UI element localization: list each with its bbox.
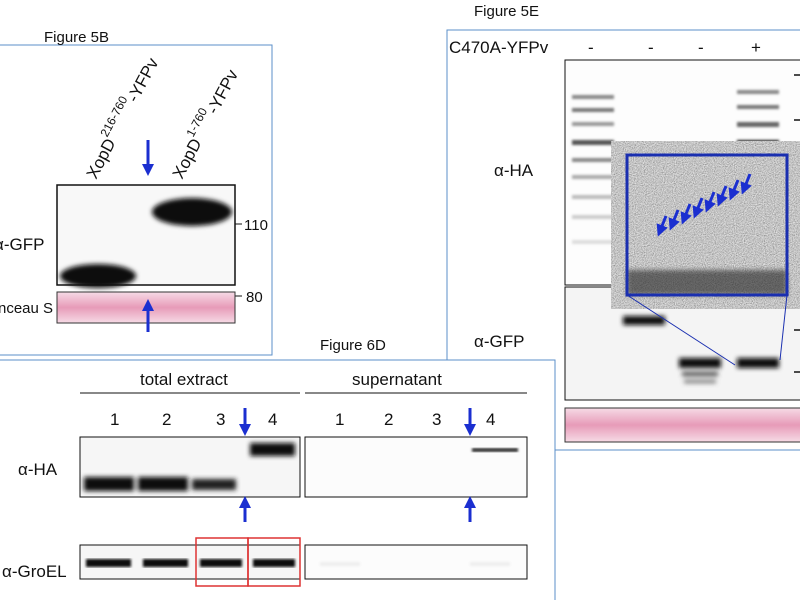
lane-number: 2 xyxy=(384,410,393,429)
lane-sign: - xyxy=(588,38,594,57)
lane-number: 2 xyxy=(162,410,171,429)
antibody-label: α-HA xyxy=(18,460,58,479)
lane-number: 1 xyxy=(335,410,344,429)
figure-5e: Figure 5E C470A-YFPv - - - + α-HA α-GFP xyxy=(446,3,800,451)
lane-number: 4 xyxy=(486,410,495,429)
ha-smear xyxy=(572,90,779,244)
ha-bands xyxy=(84,443,295,491)
antibody-label: α-HA xyxy=(494,161,534,180)
highlight-box xyxy=(247,537,301,587)
groel-bands xyxy=(86,559,510,567)
stain-label: nceau S xyxy=(0,300,53,317)
construct-label: C470A-YFPv xyxy=(449,38,549,57)
figure-5b: Figure 5B XopD216-760-YFPv XopD1-760-YFP… xyxy=(0,29,273,356)
inset-frame xyxy=(625,153,789,297)
lane-sign: - xyxy=(698,38,704,57)
band xyxy=(60,264,136,288)
panel-title: Figure 5E xyxy=(474,3,539,20)
lane-sign: + xyxy=(751,38,761,57)
lane-number: 3 xyxy=(432,410,441,429)
lane-number: 1 xyxy=(110,410,119,429)
lane-number: 4 xyxy=(268,410,277,429)
antibody-label: α-GFP xyxy=(0,235,44,254)
ha-band xyxy=(472,448,518,452)
antibody-label: α-GroEL xyxy=(2,562,67,581)
lane-number: 3 xyxy=(216,410,225,429)
group-label: total extract xyxy=(140,370,228,389)
blot-ha xyxy=(304,436,528,498)
marker-label: 110 xyxy=(244,217,268,234)
panel-title: Figure 6D xyxy=(320,337,386,354)
figure-6d: Figure 6D total extract supernatant 1 2 … xyxy=(0,337,556,600)
lane-sign: - xyxy=(648,38,654,57)
inset-band xyxy=(627,270,787,295)
ponceau-strip xyxy=(564,407,800,443)
marker-label: 80 xyxy=(246,289,263,306)
inset-connector xyxy=(779,294,788,361)
group-label: supernatant xyxy=(352,370,442,389)
panel-title: Figure 5B xyxy=(44,29,109,46)
gfp-bands xyxy=(623,316,779,383)
blot-gfp xyxy=(564,286,800,401)
marker-ticks xyxy=(794,74,800,373)
band xyxy=(152,198,232,226)
inset-connector xyxy=(626,294,736,366)
inset-arrows xyxy=(656,173,752,237)
ponceau-strip xyxy=(56,291,236,324)
antibody-label: α-GFP xyxy=(474,332,524,351)
